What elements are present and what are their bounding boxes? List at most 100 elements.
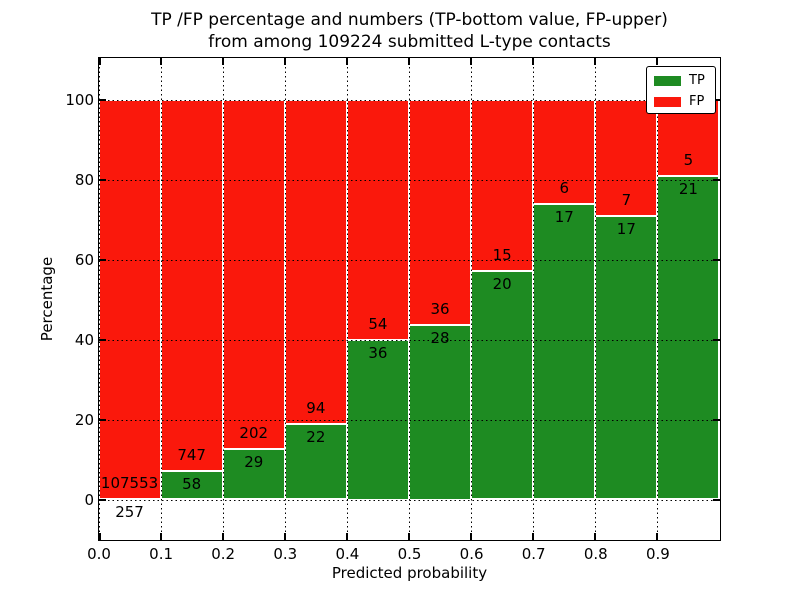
- tp-count-label: 36: [368, 343, 388, 362]
- tp-count-label: 20: [492, 274, 512, 293]
- x-axis-label: Predicted probability: [331, 564, 488, 582]
- tp-bar-segment: [284, 423, 347, 500]
- tp-bar-segment: [471, 270, 534, 500]
- x-tick-bottom: [345, 532, 348, 540]
- x-tick-label: 0.5: [397, 545, 422, 563]
- x-tick-label: 0.6: [459, 545, 484, 563]
- y-tick-left: [98, 98, 106, 101]
- fp-count-label: 202: [239, 424, 269, 443]
- x-tick-bottom: [98, 532, 101, 540]
- tp-count-label: 257: [115, 502, 144, 521]
- y-gridline: [98, 179, 720, 181]
- tp-bar-segment: [533, 203, 596, 500]
- x-tick-label: 0.3: [273, 545, 298, 563]
- tp-count-label: 17: [554, 207, 574, 226]
- x-gridline: [98, 57, 100, 540]
- x-gridline: [595, 57, 597, 540]
- tp-count-label: 22: [306, 427, 326, 446]
- x-tick-top: [656, 57, 659, 65]
- y-tick-label: 100: [65, 91, 94, 109]
- y-gridline: [98, 99, 720, 101]
- y-gridline: [98, 499, 720, 501]
- x-gridline: [222, 57, 224, 540]
- tp-bar-segment: [409, 324, 472, 500]
- x-tick-bottom: [594, 532, 597, 540]
- fp-count-label: 36: [430, 299, 450, 318]
- y-tick-left: [98, 258, 106, 261]
- y-tick-label: 20: [74, 411, 94, 429]
- plot-area: 107553 257 747 58 202 29 94 22 54 36 36 28 15 20 6 17 7 1…: [97, 56, 721, 541]
- x-tick-bottom: [408, 532, 410, 540]
- y-tick-left: [98, 418, 106, 421]
- x-tick-top: [221, 57, 224, 65]
- y-gridline: [98, 339, 720, 341]
- tp-legend-swatch: [654, 76, 681, 86]
- y-tick-left: [98, 338, 106, 341]
- y-tick-label: 40: [74, 331, 94, 349]
- x-tick-label: 0.8: [583, 545, 608, 563]
- x-tick-bottom: [532, 532, 535, 540]
- y-tick-left: [98, 498, 106, 501]
- x-tick-top: [408, 57, 410, 65]
- tp-bar-segment: [657, 176, 720, 500]
- chart-title-line1: TP /FP percentage and numbers (TP-bottom…: [151, 10, 668, 30]
- fp-count-label: 94: [306, 398, 326, 417]
- tp-count-label: 17: [616, 220, 636, 239]
- x-gridline: [533, 57, 535, 540]
- legend-item-fp: FP: [654, 94, 715, 110]
- fp-count-label: 15: [492, 245, 512, 264]
- x-tick-bottom: [283, 532, 286, 540]
- fp-legend-swatch: [654, 97, 681, 107]
- fp-count-label: 5: [683, 151, 694, 170]
- y-gridline: [98, 259, 720, 261]
- fp-bar-segment: [533, 99, 596, 204]
- x-tick-label: 0.9: [645, 545, 670, 563]
- x-tick-label: 0.2: [211, 545, 236, 563]
- tp-legend-label: TP: [689, 73, 705, 88]
- x-tick-top: [98, 57, 101, 65]
- tp-bar-segment: [160, 470, 223, 500]
- fp-count-label: 6: [559, 178, 569, 197]
- chart-title-line2: from among 109224 submitted L-type conta…: [208, 32, 611, 52]
- y-tick-right: [712, 178, 720, 181]
- tp-bar-segment: [222, 449, 285, 500]
- fp-bar-segment: [409, 99, 472, 325]
- x-gridline: [657, 57, 659, 540]
- fp-count-label: 107553: [100, 473, 159, 492]
- tp-count-label: 28: [430, 328, 450, 347]
- y-tick-right: [712, 98, 720, 101]
- tp-count-label: 21: [678, 180, 698, 199]
- fp-bar-segment: [98, 99, 161, 499]
- x-tick-bottom: [470, 532, 473, 540]
- x-tick-top: [532, 57, 535, 65]
- y-tick-right: [712, 418, 720, 421]
- fp-legend-label: FP: [689, 94, 705, 109]
- y-gridline: [98, 419, 720, 421]
- x-tick-bottom: [221, 532, 224, 540]
- chart-title: TP /FP percentage and numbers (TP-bottom…: [89, 9, 730, 53]
- fp-bar-segment: [346, 99, 409, 340]
- fp-count-label: 747: [177, 445, 206, 464]
- legend: TP FP: [646, 66, 716, 114]
- y-tick-left: [98, 178, 106, 181]
- y-tick-label: 80: [74, 171, 94, 189]
- y-axis-label: Percentage: [38, 256, 56, 342]
- x-gridline: [284, 57, 286, 540]
- y-tick-right: [712, 498, 720, 501]
- x-tick-bottom: [656, 532, 659, 540]
- x-tick-top: [594, 57, 597, 65]
- y-tick-label: 60: [74, 251, 94, 269]
- x-tick-top: [345, 57, 348, 65]
- x-tick-label: 0.4: [335, 545, 360, 563]
- fp-bar-segment: [222, 99, 285, 450]
- x-tick-label: 0.1: [149, 545, 174, 563]
- x-gridline: [409, 57, 410, 540]
- x-tick-top: [159, 57, 162, 65]
- tp-count-label: 58: [182, 474, 202, 493]
- y-tick-right: [712, 338, 720, 341]
- tp-count-label: 29: [244, 453, 264, 472]
- fp-count-label: 7: [621, 191, 632, 210]
- x-tick-top: [283, 57, 286, 65]
- x-gridline: [471, 57, 473, 540]
- fp-bar-segment: [284, 99, 347, 424]
